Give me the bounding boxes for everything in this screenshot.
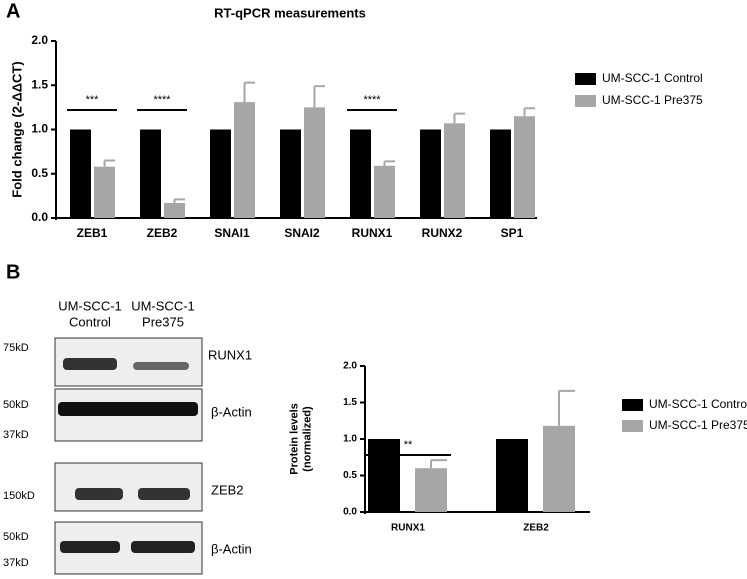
band-label: ZEB2 — [211, 482, 244, 497]
y-axis-label: (normalized) — [301, 406, 313, 472]
x-tick-label: SNAI2 — [284, 226, 320, 240]
legend-label: UM-SCC-1 Control — [602, 71, 703, 85]
bar — [350, 129, 371, 218]
band — [75, 488, 123, 500]
error-bar — [103, 159, 115, 167]
band — [60, 541, 120, 553]
x-tick-label: ZEB1 — [77, 226, 108, 240]
y-tick-label: 1.5 — [343, 397, 357, 408]
bar — [280, 129, 301, 218]
bar — [490, 129, 511, 218]
y-axis-label: Fold change (2-ΔΔCT) — [9, 61, 24, 197]
lane-label: Control — [69, 314, 111, 329]
bar — [210, 129, 231, 218]
blot-images — [54, 337, 203, 575]
y-tick-label: 1.5 — [31, 77, 48, 91]
bar — [496, 439, 528, 512]
significance-label: **** — [363, 94, 381, 106]
legend-swatch — [622, 399, 643, 411]
x-tick-label: RUNX1 — [391, 523, 425, 534]
bar — [420, 129, 441, 218]
x-tick-label: SNAI1 — [214, 226, 250, 240]
marker-label: 37kD — [3, 557, 29, 569]
band — [58, 402, 198, 416]
band — [63, 358, 117, 370]
y-tick-label: 0.0 — [31, 210, 48, 224]
error-bar — [383, 160, 395, 166]
panel-label: A — [6, 0, 20, 22]
x-tick-label: ZEB2 — [523, 523, 549, 534]
chart-title: RT-qPCR measurements — [214, 5, 366, 20]
legend-swatch — [575, 95, 596, 107]
y-tick-label: 1.0 — [343, 434, 357, 445]
bar — [94, 166, 115, 218]
significance-label: *** — [86, 94, 100, 106]
bar — [368, 439, 400, 512]
lane-label: UM-SCC-1 — [58, 298, 122, 313]
bar — [543, 425, 575, 512]
error-bar — [173, 198, 185, 203]
marker-label: 50kD — [3, 399, 29, 411]
bar — [514, 116, 535, 218]
marker-label: 75kD — [3, 342, 29, 354]
y-tick-label: 1.0 — [31, 122, 48, 136]
bar — [164, 202, 185, 218]
error-bar — [243, 81, 255, 103]
significance-label: **** — [153, 94, 171, 106]
bar — [70, 129, 91, 218]
lane-label: UM-SCC-1 — [131, 298, 195, 313]
legend-label: UM-SCC-1 Pre375 — [649, 418, 747, 432]
bar — [234, 102, 255, 218]
y-tick-label: 0.0 — [343, 507, 357, 518]
marker-label: 150kD — [3, 490, 35, 502]
bar — [374, 165, 395, 218]
band — [138, 488, 190, 500]
y-axis-label: Protein levels — [288, 403, 300, 475]
panel-label: B — [6, 261, 20, 283]
bar — [444, 123, 465, 218]
lane-label: Pre375 — [142, 314, 184, 329]
bar — [140, 129, 161, 218]
x-tick-label: SP1 — [501, 226, 524, 240]
error-bar — [523, 107, 535, 117]
y-tick-label: 0.5 — [31, 166, 48, 180]
blot-frame — [54, 462, 203, 512]
x-tick-label: RUNX1 — [352, 226, 393, 240]
x-tick-label: ZEB2 — [147, 226, 178, 240]
x-tick-label: RUNX2 — [422, 226, 463, 240]
error-bar — [313, 85, 325, 108]
legend-swatch — [575, 73, 596, 85]
bar — [304, 107, 325, 218]
marker-label: 37kD — [3, 429, 29, 441]
band — [131, 541, 195, 553]
y-tick-label: 0.5 — [343, 470, 357, 481]
error-bar — [453, 112, 465, 124]
error-bar — [430, 459, 447, 469]
significance-label: ** — [404, 439, 413, 451]
bar — [415, 468, 447, 512]
band-label: RUNX1 — [208, 347, 252, 362]
y-tick-label: 2.0 — [343, 361, 357, 372]
legend-swatch — [622, 420, 643, 432]
legend-label: UM-SCC-1 Pre375 — [602, 93, 703, 107]
band-label: β-Actin — [211, 541, 252, 556]
y-tick-label: 2.0 — [31, 33, 48, 47]
error-bar — [558, 389, 575, 426]
legend-label: UM-SCC-1 Control — [649, 397, 747, 411]
marker-label: 50kD — [3, 531, 29, 543]
band — [133, 362, 189, 370]
band-label: β-Actin — [211, 404, 252, 419]
